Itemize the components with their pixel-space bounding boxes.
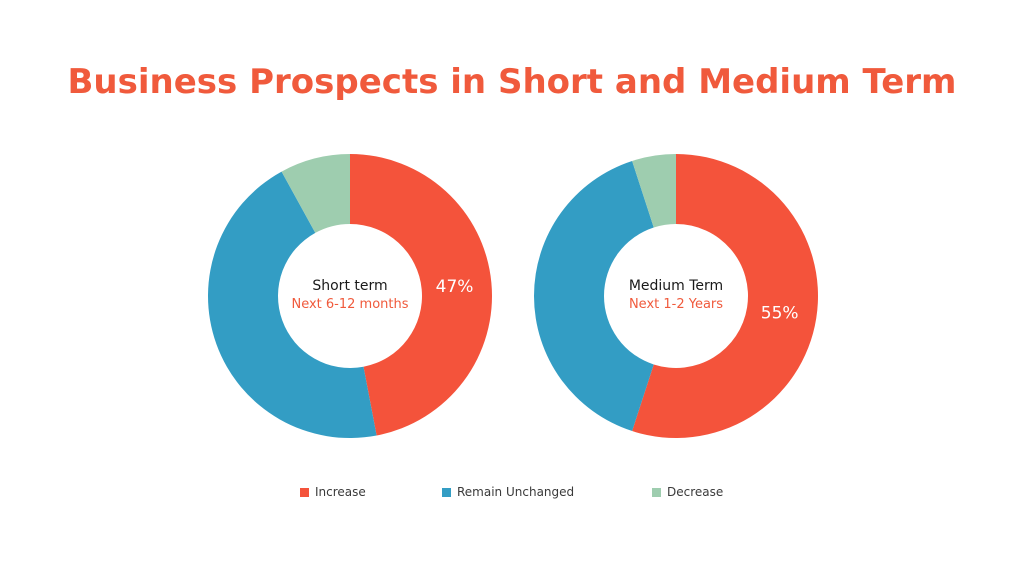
page-title: Business Prospects in Short and Medium T… (67, 62, 957, 102)
slice-decrease (281, 154, 350, 233)
legend-label-remain-unchanged: Remain Unchanged (457, 485, 575, 499)
legend-swatch-increase (300, 487, 309, 497)
legend-swatch-decrease (652, 487, 661, 497)
legend-item-decrease: Decrease (652, 485, 723, 499)
legend-label-increase: Increase (315, 485, 366, 499)
slice-increase (350, 154, 493, 436)
donut-center-title: Short term (312, 278, 387, 294)
donut-chart-1: 47% Short term Next 6-12 months (207, 154, 493, 439)
slice-remain-unchanged (534, 160, 654, 432)
data-label-increase: 55% (761, 303, 799, 323)
donut-center-subtitle: Next 1-2 Years (629, 297, 723, 312)
donut-chart-2: 55% Medium Term Next 1-2 Years (534, 154, 818, 438)
legend-item-remain-unchanged: Remain Unchanged (442, 485, 574, 499)
slice-increase (632, 154, 818, 438)
donut-center-subtitle: Next 6-12 months (291, 297, 408, 312)
data-label-increase: 47% (436, 277, 474, 297)
slice-remain-unchanged (207, 171, 377, 439)
legend-item-increase: Increase (300, 485, 366, 499)
slice-decrease (632, 154, 676, 228)
legend-swatch-remain-unchanged (442, 487, 451, 497)
legend-label-decrease: Decrease (667, 485, 724, 499)
donut-center-title: Medium Term (629, 278, 723, 294)
chart-legend: Increase Remain Unchanged Decrease (0, 485, 1024, 503)
